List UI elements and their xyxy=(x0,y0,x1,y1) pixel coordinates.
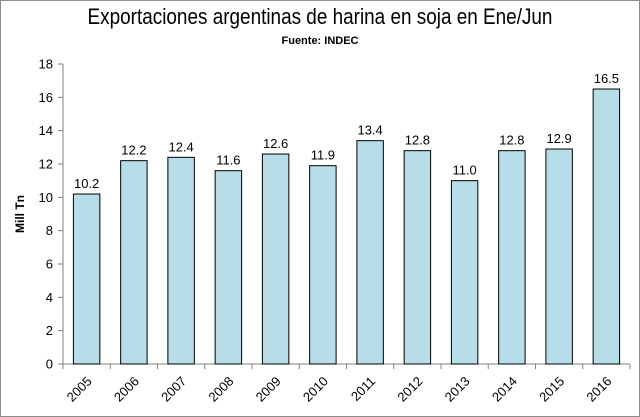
y-tick-label: 16 xyxy=(39,90,53,105)
x-category-label: 2016 xyxy=(583,374,614,405)
bar-2011 xyxy=(356,140,384,365)
data-label-2010: 11.9 xyxy=(311,148,335,163)
y-tick-label: 0 xyxy=(46,357,53,372)
data-label-2007: 12.4 xyxy=(168,139,193,154)
bar-2014 xyxy=(498,150,526,365)
x-category-label: 2006 xyxy=(111,374,142,405)
x-category-label: 2008 xyxy=(205,374,236,405)
y-tick-label: 14 xyxy=(39,123,53,138)
data-label-2012: 12.8 xyxy=(405,133,430,148)
data-label-2009: 12.6 xyxy=(263,136,288,151)
y-axis-title: Mill Tn xyxy=(13,195,27,233)
data-label-2011: 13.4 xyxy=(357,123,382,138)
bar-2015 xyxy=(545,148,573,365)
y-tick-label: 12 xyxy=(39,157,53,172)
bar-2012 xyxy=(403,150,432,365)
data-label-2013: 11.0 xyxy=(452,163,476,178)
data-label-2008: 11.6 xyxy=(216,153,240,168)
y-tick-label: 10 xyxy=(39,190,53,205)
x-category-label: 2005 xyxy=(64,374,95,405)
data-label-2014: 12.8 xyxy=(499,133,524,148)
bar-2007 xyxy=(167,156,195,365)
y-tick-label: 6 xyxy=(46,257,53,272)
chart-title: Exportaciones argentinas de harina en so… xyxy=(87,4,553,29)
data-label-2015: 12.9 xyxy=(546,131,571,146)
data-label-2016: 16.5 xyxy=(594,71,619,86)
bar-2008 xyxy=(214,170,243,365)
x-category-label: 2009 xyxy=(253,374,284,405)
bar-2006 xyxy=(120,160,148,365)
x-category-label: 2007 xyxy=(158,374,189,405)
bar-2016 xyxy=(592,88,621,365)
x-category-label: 2013 xyxy=(442,374,473,405)
y-tick-label: 18 xyxy=(39,57,53,72)
x-category-label: 2012 xyxy=(394,374,425,405)
x-category-label: 2015 xyxy=(536,374,567,405)
bar-2005 xyxy=(72,193,101,365)
y-tick-label: 4 xyxy=(46,290,53,305)
bar-2010 xyxy=(309,165,337,365)
bar-2009 xyxy=(261,153,290,365)
y-tick-label: 8 xyxy=(46,223,53,238)
x-category-label: 2010 xyxy=(300,374,331,405)
chart-bars xyxy=(72,88,621,365)
bar-2013 xyxy=(450,180,479,365)
x-category-label: 2014 xyxy=(489,374,520,405)
data-label-2005: 10.2 xyxy=(74,176,99,191)
x-category-label: 2011 xyxy=(348,374,378,404)
chart-axes: 0 2 4 6 8 10 12 14 16 18 Mill Tn xyxy=(13,57,631,372)
y-tick-label: 2 xyxy=(46,323,53,338)
chart-subtitle: Fuente: INDEC xyxy=(281,35,359,47)
data-label-2006: 12.2 xyxy=(121,143,146,158)
